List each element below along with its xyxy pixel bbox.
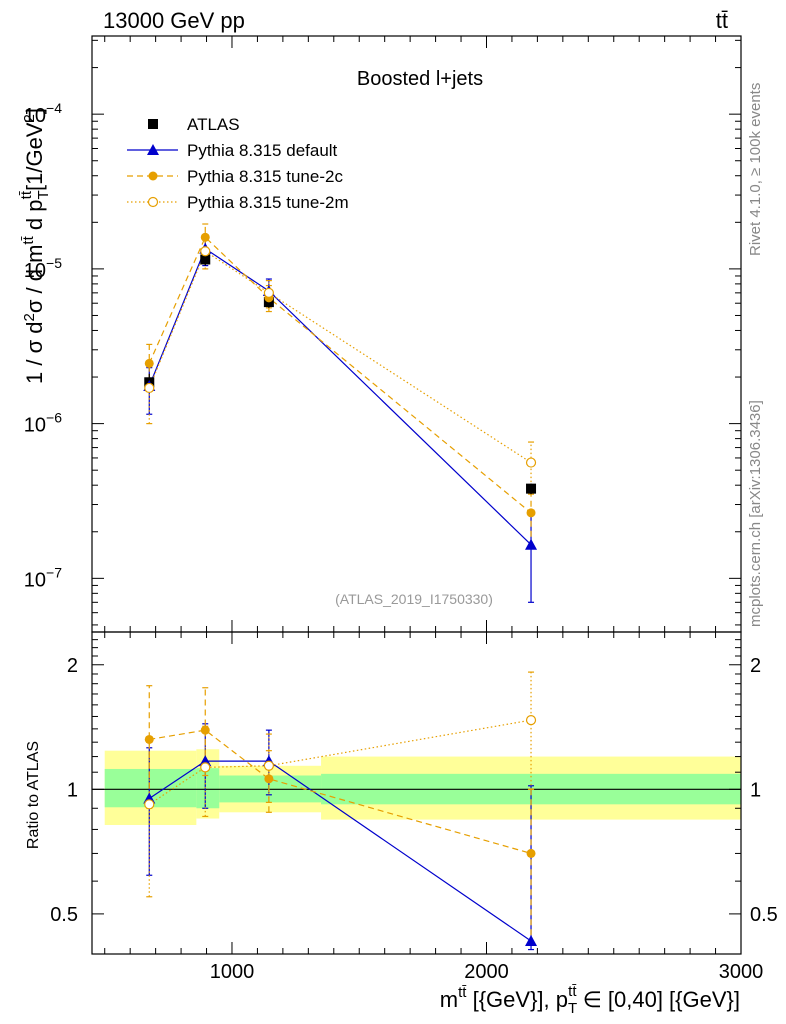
ratio-panel: 1000 2000 3000 0.5 0.5 1 1 2 2	[50, 631, 778, 983]
pythia-8-315-tune-2m-ratio-point	[144, 799, 155, 810]
pythia-8-315-default-ratio-point	[525, 935, 538, 947]
legend-marker-pythia-8-315-default	[147, 144, 159, 155]
analysis-label: (ATLAS_2019_I1750330)	[335, 591, 493, 607]
pythia-8-315-tune-2m-point	[263, 287, 274, 298]
ratio-tick-label-right: 2	[750, 655, 761, 677]
y-tick-label: 10−6	[24, 410, 62, 437]
atlas-data-point	[526, 483, 537, 494]
ratio-tick-label-right: 0.5	[750, 904, 778, 926]
pythia-8-315-tune-2m-ratio-point	[525, 714, 537, 726]
process-label: tt̄	[716, 8, 728, 33]
y-tick-label: 10−7	[24, 564, 62, 591]
pythia-8-315-tune-2c-ratio-point	[526, 848, 536, 858]
ratio-tick-label-left: 0.5	[50, 904, 78, 926]
pythia-8-315-tune-2m-line	[148, 250, 532, 464]
pythia-8-315-tune-2c-ratio-point	[200, 725, 210, 735]
ratio-tick-label-left: 2	[67, 655, 78, 677]
pythia-8-315-tune-2m-point	[144, 382, 155, 394]
pythia-8-315-tune-2m-point	[200, 246, 211, 257]
pythia-8-315-tune-2c-point	[200, 232, 210, 242]
pythia-8-315-tune-2c-point	[526, 508, 536, 518]
legend-label-pythia-8-315-default: Pythia 8.315 default	[187, 141, 338, 160]
x-tick-label: 2000	[464, 961, 509, 983]
legend-marker-pythia-8-315-tune-2c	[148, 171, 158, 181]
y-tick-label: 10−4	[24, 100, 62, 127]
x-axis-label: mtt̄ [{GeV}], pTtt̄ ∈ [0,40] [{GeV}]	[440, 983, 740, 1017]
pythia-8-315-tune-2m-point	[525, 457, 537, 468]
ratio-tick-label-right: 1	[750, 779, 761, 801]
legend-label-pythia-8-315-tune-2m: Pythia 8.315 tune-2m	[187, 193, 349, 212]
pythia-8-315-default-ratio-line	[148, 760, 532, 942]
pythia-8-315-tune-2c-ratio-point	[144, 734, 154, 744]
ratio-axis-label: Ratio to ATLAS	[25, 741, 42, 849]
pythia-8-315-tune-2m-ratio-point	[200, 762, 211, 773]
pythia-8-315-tune-2c-ratio-line	[149, 729, 532, 855]
x-tick-label: 1000	[210, 961, 255, 983]
legend: ATLAS Pythia 8.315 default Pythia 8.315 tu…	[127, 115, 349, 212]
pythia-8-315-default-point	[525, 538, 538, 550]
ratio-frame	[91, 631, 742, 955]
chart-title: Boosted l+jets	[357, 68, 483, 90]
y-axis-label: 1 / σ d2σ / d mtt̄ d pTtt̄[1/GeV2]	[18, 108, 52, 384]
energy-label: 13000 GeV pp	[103, 8, 245, 33]
y-tick-label: 10−5	[24, 255, 62, 282]
legend-label-atlas: ATLAS	[187, 115, 240, 134]
legend-marker-atlas	[148, 119, 158, 129]
pythia-8-315-tune-2c-ratio-point	[264, 774, 274, 784]
rivet-version-label: Rivet 4.1.0, ≥ 100k events	[747, 83, 764, 256]
legend-label-pythia-8-315-tune-2c: Pythia 8.315 tune-2c	[187, 167, 343, 186]
x-tick-label: 3000	[719, 961, 764, 983]
main-panel: 10−7 10−6 10−5 10−4 Boosted l+jets (ATLAS_2…	[24, 35, 742, 644]
mcplots-label: mcplots.cern.ch [arXiv:1306.3436]	[747, 400, 764, 627]
pythia-8-315-default-line	[148, 247, 532, 546]
pythia-8-315-tune-2c-line	[148, 236, 532, 514]
pythia-8-315-tune-2c-point	[144, 358, 154, 368]
atlas-data-point	[200, 254, 211, 265]
legend-marker-pythia-8-315-tune-2m	[147, 196, 159, 208]
pythia-8-315-tune-2m-ratio-point	[263, 760, 274, 771]
ratio-stat-band	[196, 768, 220, 809]
ratio-tick-label-left: 1	[67, 779, 78, 801]
